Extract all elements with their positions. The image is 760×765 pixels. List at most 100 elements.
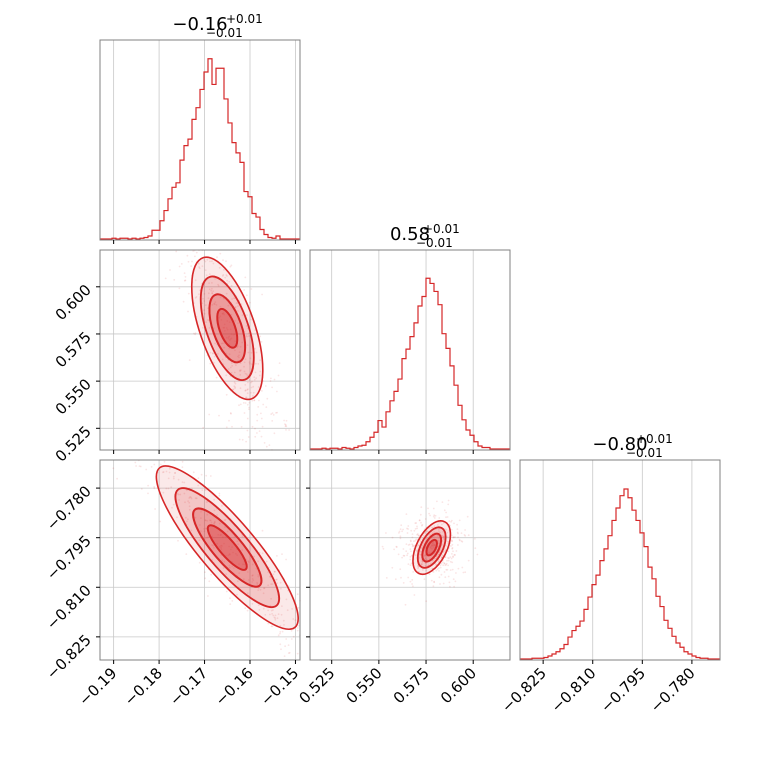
sample-point <box>397 553 400 556</box>
sample-point <box>241 438 244 441</box>
sample-point <box>243 361 246 364</box>
sample-point <box>411 545 414 548</box>
sample-point <box>434 557 436 560</box>
sample-point <box>432 545 435 547</box>
sample-point <box>181 466 184 469</box>
sample-point <box>442 522 445 524</box>
sample-point <box>219 252 222 255</box>
sample-point <box>147 484 150 487</box>
sample-point <box>420 521 422 524</box>
sample-point <box>229 338 232 341</box>
sample-point <box>226 530 229 533</box>
x-tick-label: −0.19 <box>75 664 120 709</box>
sample-point <box>414 539 417 542</box>
sample-point <box>448 520 451 522</box>
sample-point <box>407 544 410 546</box>
sample-point <box>262 607 265 610</box>
sample-point <box>168 467 171 470</box>
sample-point <box>421 523 424 526</box>
sample-point <box>411 536 414 539</box>
sample-point <box>232 333 235 336</box>
sample-point <box>432 543 435 545</box>
sample-point <box>213 509 216 512</box>
sample-point <box>238 404 240 407</box>
sample-point <box>407 528 409 530</box>
sample-point <box>279 624 282 627</box>
sample-point <box>421 524 423 527</box>
sample-point <box>273 570 276 573</box>
sample-point <box>234 386 237 388</box>
sample-point <box>425 558 428 561</box>
panel-border <box>309 459 511 661</box>
sample-point <box>244 276 247 279</box>
sample-point <box>412 544 414 547</box>
sample-point <box>212 290 215 293</box>
sample-point <box>258 551 261 554</box>
sample-point <box>433 514 436 517</box>
sample-point <box>265 406 268 408</box>
contour-level-1 <box>155 465 299 631</box>
sample-point <box>201 302 204 305</box>
sample-point <box>246 392 249 395</box>
sample-point <box>218 414 220 417</box>
sample-point <box>272 609 274 611</box>
sample-point <box>445 563 447 566</box>
sample-point <box>287 644 290 646</box>
sample-point <box>212 262 215 265</box>
x-tick-label: −0.780 <box>647 664 699 716</box>
sample-point <box>204 269 207 271</box>
sample-point <box>438 521 440 524</box>
sample-point <box>290 629 293 632</box>
sample-point <box>296 593 299 596</box>
sample-point <box>172 477 175 480</box>
sample-point <box>402 554 405 557</box>
sample-point <box>190 265 193 267</box>
sample-point <box>276 617 279 620</box>
sample-point <box>283 655 286 657</box>
sample-point <box>225 374 228 377</box>
sample-point <box>230 362 233 364</box>
sample-point <box>405 543 408 545</box>
sample-point <box>453 585 455 588</box>
sample-point <box>442 561 444 564</box>
sample-point <box>211 292 214 295</box>
sample-point <box>436 568 439 571</box>
sample-point <box>265 560 268 563</box>
sample-point <box>243 563 246 566</box>
sample-point <box>243 370 246 373</box>
sample-point <box>134 461 137 464</box>
sample-point <box>476 553 479 556</box>
sample-point <box>213 302 216 305</box>
sample-point <box>229 412 232 414</box>
sample-point <box>450 534 453 537</box>
sample-point <box>276 411 278 414</box>
sample-point <box>223 313 226 316</box>
sample-point <box>447 550 450 553</box>
sample-point <box>239 403 242 406</box>
sample-point <box>221 545 223 547</box>
sample-point <box>220 544 223 547</box>
title-plus: +0.01 <box>636 432 673 446</box>
sample-point <box>457 536 459 539</box>
sample-point <box>213 355 216 358</box>
sample-point <box>416 533 419 535</box>
sample-point <box>402 582 405 584</box>
sample-point <box>245 373 248 376</box>
sample-point <box>259 370 262 373</box>
sample-point <box>448 581 451 584</box>
sample-point <box>162 471 165 473</box>
sample-point <box>223 342 226 345</box>
sample-point <box>223 542 225 545</box>
sample-point <box>135 465 138 467</box>
sample-point <box>462 571 465 574</box>
sample-point <box>281 630 284 633</box>
sample-point <box>177 493 180 496</box>
y-tick-label: −0.825 <box>43 631 95 683</box>
sample-point <box>446 516 449 518</box>
panel-border <box>99 459 301 661</box>
sample-point <box>245 396 247 399</box>
sample-point <box>438 560 440 563</box>
sample-point <box>223 269 225 271</box>
sample-point <box>170 486 173 489</box>
sample-point <box>284 425 287 428</box>
